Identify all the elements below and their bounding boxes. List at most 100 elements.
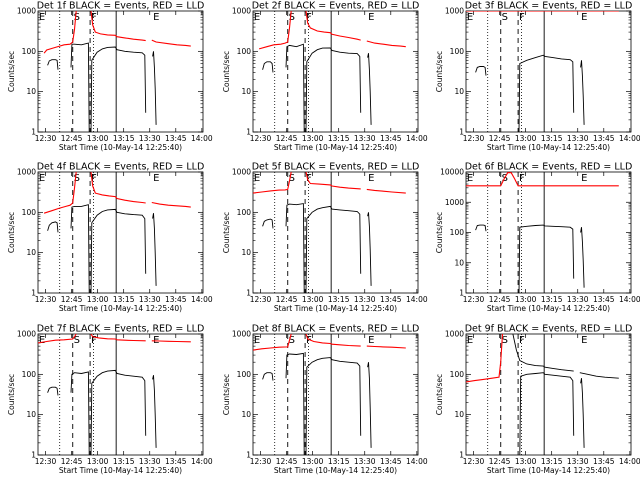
y-tick-label: 1000 [445,198,464,207]
y-axis-label: Counts/sec [7,374,16,415]
detector-panel: Det 9f BLACK = Events, RED = LLD 12:30 12:… [435,324,640,476]
y-axis-label: Counts/sec [435,212,444,253]
events-series-line [512,334,574,372]
x-tick-label: 12:30 [35,457,57,466]
region-label: F [519,335,525,346]
x-tick-label: 13:00 [302,457,324,466]
x-tick-label: 13:15 [541,134,563,143]
x-tick-label: 12:30 [250,457,272,466]
y-axis-label: Counts/sec [222,374,231,415]
region-label: E [39,335,45,346]
x-tick-label: 14:00 [191,134,213,143]
plot-frame [37,333,204,456]
x-tick-label: 13:30 [139,134,161,143]
region-label: F [306,12,312,23]
lld-series-line [305,11,361,41]
region-label: E [153,12,159,23]
panel-title: Det 7f BLACK = Events, RED = LLD [37,324,205,335]
region-label: E [467,12,473,23]
x-tick-label: 13:45 [165,295,187,304]
events-series-line [305,47,362,132]
x-axis-label: Start Time (10-May-14 12:25:40) [487,304,610,313]
x-tick-label: 13:00 [87,134,109,143]
lld-series-line [90,172,146,204]
y-tick-label: 10000 [440,168,464,177]
x-tick-label: 12:30 [463,457,485,466]
events-series-line [367,212,372,286]
x-tick-label: 12:30 [35,134,57,143]
x-tick-label: 13:15 [113,457,135,466]
detector-panel: Det 2f BLACK = Events, RED = LLD 12:30 12:… [222,1,428,153]
panel-title: Det 9f BLACK = Events, RED = LLD [465,324,633,335]
plot-frame [37,10,204,133]
region-label: E [581,335,587,346]
region-label: F [91,335,97,346]
y-tick-label: 1000 [232,168,251,177]
y-tick-label: 1000 [17,330,36,339]
x-tick-label: 12:45 [61,457,83,466]
region-label: S [74,335,80,346]
detector-panels-grid: Det 1f BLACK = Events, RED = LLD 12:30 12:… [7,1,640,476]
x-axis-label: Start Time (10-May-14 12:25:40) [59,304,182,313]
y-tick-label: 1 [459,128,464,137]
region-label: E [254,12,260,23]
detector-panel: Det 1f BLACK = Events, RED = LLD 12:30 12:… [7,1,213,153]
x-tick-label: 13:45 [380,295,402,304]
detector-panel: Det 5f BLACK = Events, RED = LLD 12:30 12:… [222,162,428,314]
events-series-line [70,42,90,132]
lld-series-line [466,334,504,383]
region-label: E [368,335,374,346]
lld-series-line [151,201,191,208]
y-tick-label: 1000 [232,7,251,16]
events-series-line [47,221,59,233]
x-tick-label: 13:15 [328,457,350,466]
region-label: E [581,12,587,23]
x-tick-label: 13:30 [567,134,589,143]
y-tick-label: 10 [454,87,464,96]
x-tick-label: 12:45 [276,295,298,304]
lld-series-line [305,334,361,347]
x-tick-label: 12:45 [489,295,511,304]
events-series-line [518,224,575,293]
detector-panel: Det 7f BLACK = Events, RED = LLD 12:30 12:… [7,324,213,476]
x-tick-label: 14:00 [191,295,213,304]
x-tick-label: 13:30 [567,295,589,304]
x-tick-label: 13:15 [113,134,135,143]
y-tick-label: 100 [22,47,37,56]
region-label: S [74,173,80,184]
events-series-line [475,66,487,76]
y-tick-label: 10 [26,87,36,96]
plot-frame [465,333,632,456]
y-axis-label: Counts/sec [222,212,231,253]
x-tick-label: 12:45 [276,457,298,466]
region-label: S [502,12,508,23]
y-tick-label: 1 [459,289,464,298]
lld-series-line [43,11,77,54]
lld-series-line [366,40,406,48]
events-series-line [47,59,59,70]
x-axis-label: Start Time (10-May-14 12:25:40) [274,466,397,475]
region-label: E [39,173,45,184]
events-series-line [519,372,575,455]
x-tick-label: 13:45 [593,134,615,143]
y-tick-label: 10 [26,410,36,419]
events-series-line [367,362,372,448]
region-label: S [289,173,295,184]
x-tick-label: 12:30 [463,134,485,143]
x-tick-label: 12:30 [250,295,272,304]
events-series-line [262,218,274,229]
y-tick-label: 1000 [17,168,36,177]
region-label: F [91,173,97,184]
x-tick-label: 12:45 [61,295,83,304]
events-series-line [475,224,487,232]
events-series-line [90,46,147,132]
x-tick-label: 13:15 [328,295,350,304]
region-label: E [368,173,374,184]
y-tick-label: 10 [241,87,251,96]
lld-series-line [90,334,146,342]
x-tick-label: 13:45 [593,457,615,466]
y-tick-label: 1 [31,451,36,460]
x-axis-label: Start Time (10-May-14 12:25:40) [59,143,182,152]
x-tick-label: 12:45 [61,134,83,143]
y-tick-label: 100 [450,47,465,56]
